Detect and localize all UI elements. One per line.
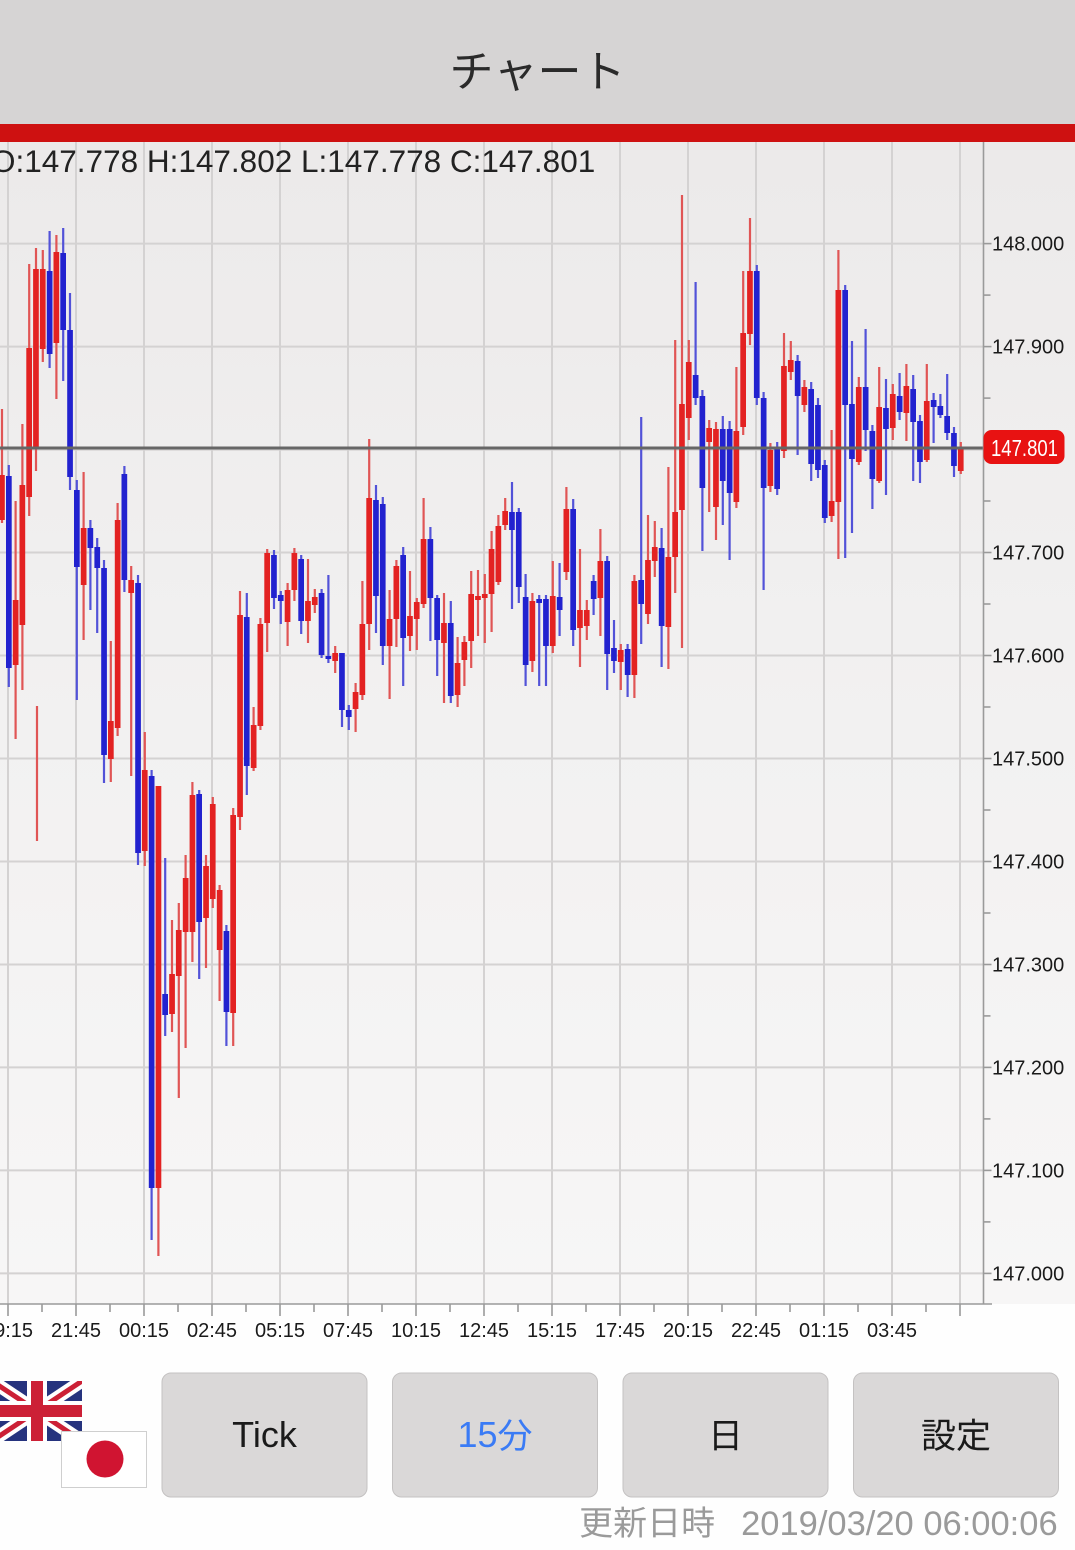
svg-text:17:45: 17:45	[595, 1320, 645, 1342]
svg-text:19:15: 19:15	[0, 1320, 33, 1342]
svg-text:147.000: 147.000	[992, 1263, 1064, 1285]
svg-text:147.400: 147.400	[992, 852, 1064, 874]
svg-text:02:45: 02:45	[187, 1320, 237, 1342]
svg-text:01:15: 01:15	[799, 1320, 849, 1342]
svg-text:21:45: 21:45	[51, 1320, 101, 1342]
svg-text:147.700: 147.700	[992, 543, 1064, 565]
svg-text:147.500: 147.500	[992, 749, 1064, 771]
svg-text:2019/03/20 06:00:06: 2019/03/20 06:00:06	[741, 1505, 1058, 1543]
svg-text:00:15: 00:15	[119, 1320, 169, 1342]
svg-text:Tick: Tick	[232, 1414, 298, 1455]
svg-text:148.000: 148.000	[992, 234, 1064, 256]
svg-text:12:45: 12:45	[459, 1320, 509, 1342]
svg-text:03:45: 03:45	[867, 1320, 917, 1342]
svg-text:147.801: 147.801	[991, 435, 1058, 461]
svg-text:07:45: 07:45	[323, 1320, 373, 1342]
svg-text:O:147.778 H:147.802 L:147.778: O:147.778 H:147.802 L:147.778 C:147.801	[0, 143, 595, 179]
svg-text:147.200: 147.200	[992, 1057, 1064, 1079]
svg-text:10:15: 10:15	[391, 1320, 441, 1342]
svg-text:147.600: 147.600	[992, 646, 1064, 668]
svg-text:147.100: 147.100	[992, 1160, 1064, 1182]
svg-text:20:15: 20:15	[663, 1320, 713, 1342]
svg-text:15: 15	[457, 1414, 497, 1455]
svg-text:15:15: 15:15	[527, 1320, 577, 1342]
svg-text:22:45: 22:45	[731, 1320, 781, 1342]
svg-text:147.900: 147.900	[992, 337, 1064, 359]
svg-text:147.300: 147.300	[992, 955, 1064, 977]
svg-text:05:15: 05:15	[255, 1320, 305, 1342]
